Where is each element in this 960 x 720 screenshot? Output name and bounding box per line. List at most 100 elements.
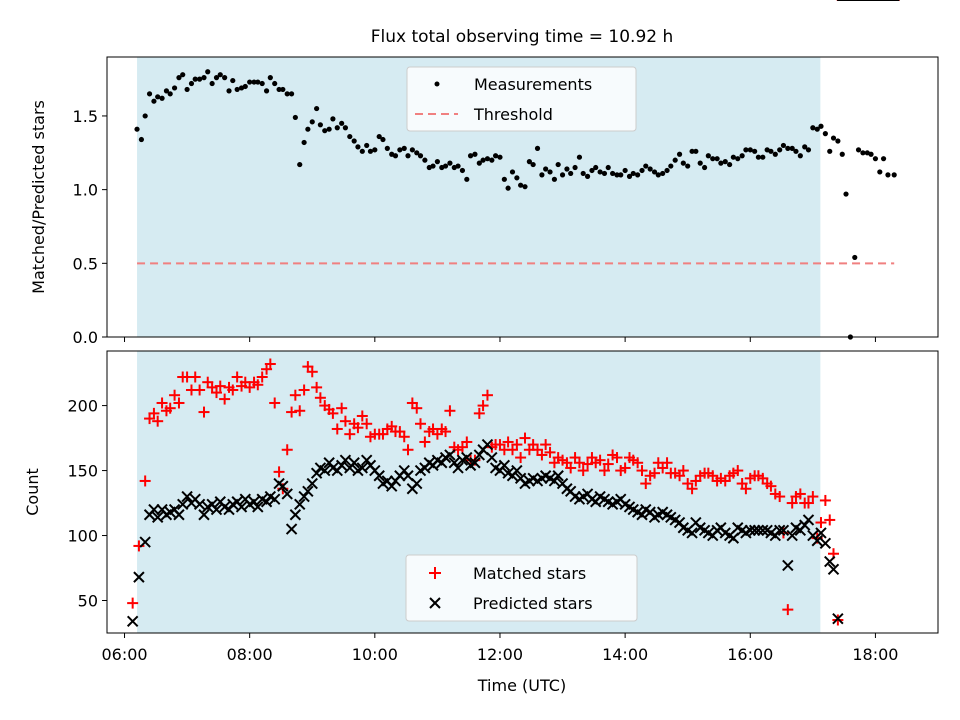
predicted-star-point	[319, 464, 331, 477]
measurement-point	[868, 151, 874, 157]
y-tick-label: 0.0	[73, 328, 98, 347]
matched-star-point	[194, 384, 206, 396]
measurement-point	[705, 153, 711, 159]
measurement-point	[171, 85, 178, 91]
count-y-axis: 50 100 150 200	[67, 397, 107, 611]
measurement-point	[489, 157, 495, 163]
predicted-star-point	[481, 438, 494, 451]
measurement-point	[226, 88, 232, 94]
measurement-point	[138, 136, 145, 143]
measurement-point	[192, 76, 198, 82]
measurement-point	[777, 147, 783, 153]
measurement-point	[739, 153, 745, 159]
measurement-point	[322, 128, 328, 134]
matched-star-point	[619, 462, 631, 474]
measurement-point	[543, 166, 549, 172]
predicted-star-point	[294, 498, 306, 511]
measurement-point	[568, 170, 574, 177]
measurement-point	[822, 131, 828, 137]
matched-star-point	[286, 406, 298, 418]
measurement-point	[176, 75, 182, 81]
measurement-point	[259, 80, 265, 87]
measurement-point	[643, 163, 649, 169]
measurement-point	[802, 144, 808, 150]
predicted-star-point	[133, 571, 145, 583]
measurement-point	[797, 153, 803, 159]
measurement-point	[184, 86, 190, 93]
measurement-point	[635, 172, 641, 178]
y-tick-label: 50	[78, 592, 98, 611]
legend-predicted-marker	[429, 597, 441, 609]
measurement-point	[551, 176, 558, 182]
y-tick-label: 1.5	[73, 107, 98, 126]
x-tick-label: 06:00	[101, 645, 147, 664]
measurement-point	[701, 164, 708, 171]
x-tick-label: 14:00	[602, 645, 648, 664]
measurement-point	[584, 173, 591, 179]
matched-star-point	[306, 366, 318, 378]
matched-star-point	[686, 483, 698, 495]
measurement-point	[697, 160, 703, 166]
measurement-point	[401, 145, 407, 151]
predicted-star-point	[148, 503, 160, 516]
matched-star-point	[440, 426, 452, 438]
measurement-point	[505, 185, 511, 191]
measurement-point	[155, 94, 161, 100]
count-legend-box	[405, 554, 638, 622]
predicted-star-point	[511, 464, 523, 477]
matched-star-point	[298, 384, 310, 396]
measurement-point	[276, 86, 282, 93]
measurement-point	[614, 172, 620, 178]
measurement-point	[810, 125, 816, 131]
measurement-point	[288, 91, 295, 97]
measurement-point	[818, 123, 824, 129]
matched-star-point	[519, 432, 531, 444]
matched-star-point	[398, 431, 410, 443]
ratio-x-ticks	[124, 337, 876, 342]
predicted-star-point	[827, 563, 840, 576]
measurement-point	[522, 184, 528, 190]
measurement-point	[855, 147, 862, 153]
measurement-point	[891, 172, 897, 178]
matched-star-point	[264, 358, 276, 370]
matched-star-point	[544, 446, 556, 458]
legend-measurements-marker	[434, 81, 440, 87]
measurement-point	[655, 172, 661, 178]
matched-star-point	[632, 457, 644, 469]
matched-star-point	[256, 371, 268, 383]
measurement-point	[297, 161, 303, 168]
measurement-point	[651, 169, 658, 175]
measurement-point	[755, 154, 762, 160]
x-tick-label: 08:00	[227, 645, 273, 664]
measurement-point	[618, 172, 624, 178]
predicted-star-point	[268, 493, 281, 505]
measurement-point	[722, 159, 728, 165]
matched-star-point	[802, 497, 814, 509]
measurement-point	[555, 161, 561, 168]
measurement-point	[301, 139, 307, 146]
count-y-label: Count	[23, 468, 42, 516]
measurement-point	[380, 136, 386, 143]
measurement-point	[839, 151, 845, 157]
matched-star-point	[314, 392, 326, 404]
measurement-point	[664, 167, 670, 174]
measurement-point	[814, 126, 820, 132]
measurement-point	[151, 98, 157, 104]
predicted-star-point	[486, 451, 498, 464]
predicted-star-point	[210, 503, 223, 516]
chart-title: Flux total observing time = 10.92 h	[371, 27, 674, 47]
matched-star-point	[273, 466, 285, 478]
measurement-point	[209, 80, 215, 87]
measurement-point	[134, 126, 140, 132]
predicted-star-point	[411, 477, 423, 490]
matched-star-point	[127, 597, 139, 609]
measurement-point	[492, 153, 499, 159]
measurement-point	[647, 166, 653, 172]
measurement-point	[547, 169, 553, 175]
y-tick-label: 150	[67, 462, 98, 481]
measurement-point	[509, 169, 516, 175]
measurement-point	[146, 91, 153, 97]
ratio-panel: Flux total observing time = 10.92 h 0.00…	[29, 27, 939, 347]
predicted-star-point	[285, 523, 298, 535]
